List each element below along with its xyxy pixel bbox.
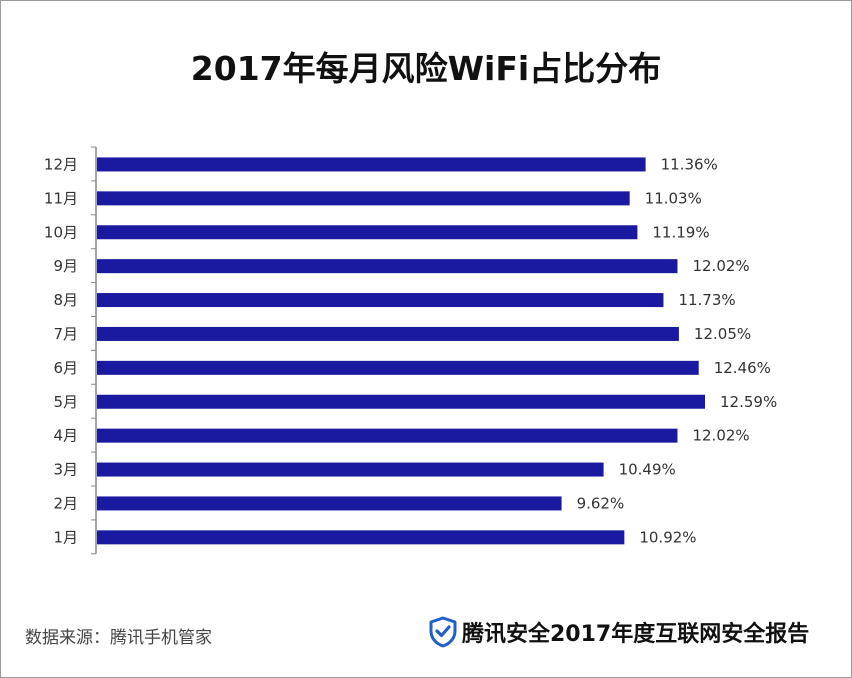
y-tick-label: 2月 (53, 494, 78, 512)
bar-7 (97, 326, 679, 341)
data-label: 9.62% (577, 494, 625, 512)
y-tick-label: 6月 (53, 359, 78, 377)
bar-10 (97, 225, 638, 240)
bar-11 (97, 191, 630, 206)
y-tick-label: 4月 (53, 427, 78, 445)
data-label: 11.19% (652, 223, 709, 241)
data-label: 12.59% (720, 393, 777, 411)
y-tick-label: 9月 (53, 257, 78, 275)
y-tick-label: 5月 (53, 393, 78, 411)
data-label: 12.02% (692, 427, 749, 445)
data-label: 11.73% (678, 291, 735, 309)
brand-report-title: 腾讯安全2017年度互联网安全报告 (462, 622, 810, 647)
y-tick-label: 12月 (44, 155, 78, 173)
data-source-note: 数据来源：腾讯手机管家 (25, 628, 212, 648)
y-tick-label: 1月 (53, 528, 78, 546)
y-tick-label: 3月 (53, 461, 78, 479)
bar-5 (97, 394, 705, 409)
bar-3 (97, 462, 604, 477)
bar-chart: 12月 11.36% 11月 11.03% 10月 11.19% 9月 12.02% 8月 11.… (44, 146, 777, 555)
data-label: 12.02% (692, 257, 749, 275)
data-label: 11.03% (645, 189, 702, 207)
data-label: 11.36% (661, 155, 718, 173)
y-tick-label: 11月 (44, 189, 78, 207)
bar-2 (97, 496, 562, 511)
bar-4 (97, 428, 678, 443)
bar-12 (97, 157, 646, 172)
bar-1 (97, 530, 625, 545)
bar-9 (97, 259, 678, 274)
y-tick-label: 10月 (44, 223, 78, 241)
y-tick-label: 7月 (53, 325, 78, 343)
data-label: 10.49% (619, 461, 676, 479)
data-label: 12.46% (714, 359, 771, 377)
brand-footer: 腾讯安全2017年度互联网安全报告 (428, 615, 809, 649)
y-tick-label: 8月 (53, 291, 78, 309)
chart-title: 2017年每月风险WiFi占比分布 (190, 49, 662, 88)
bar-8 (97, 293, 664, 308)
data-label: 12.05% (694, 325, 751, 343)
data-label: 10.92% (639, 528, 696, 546)
shield-check-icon (429, 616, 457, 648)
bar-6 (97, 360, 699, 375)
